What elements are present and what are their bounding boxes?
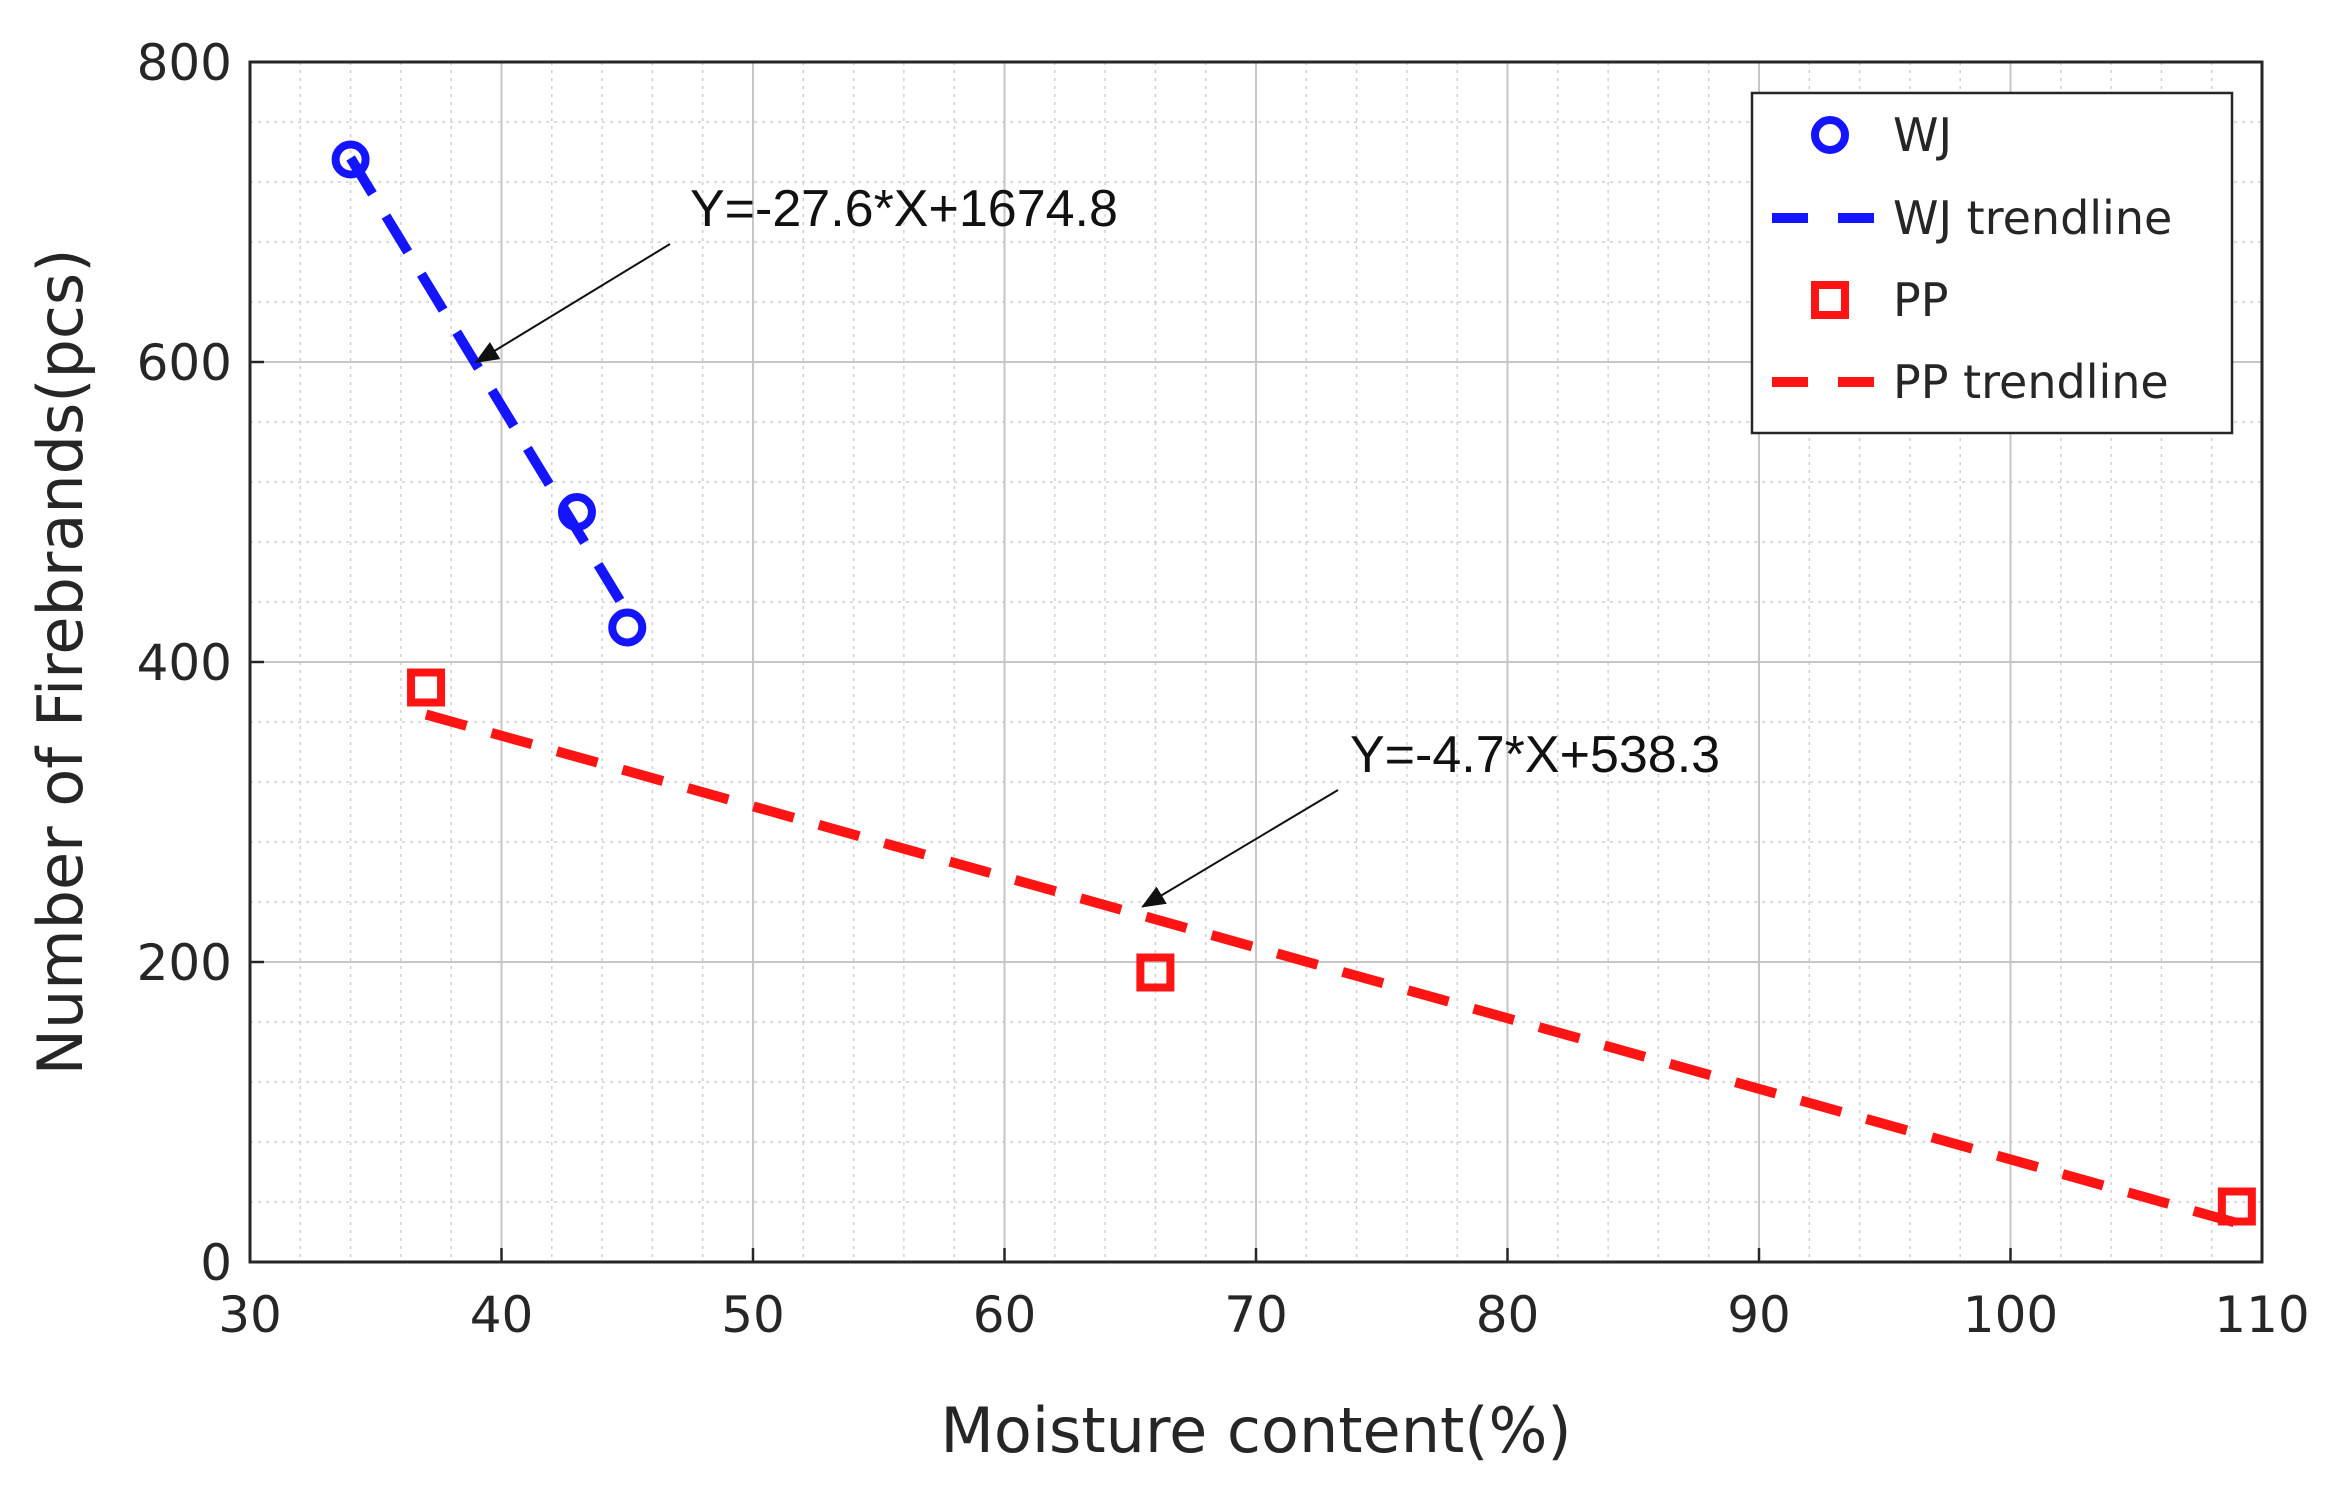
annotation-text: Y=-27.6*X+1674.8 (690, 180, 1118, 238)
x-tick-label: 90 (1727, 1286, 1791, 1344)
annotation-arrow (474, 243, 671, 364)
point-pp (1136, 953, 1175, 992)
legend-marker-wj (1811, 116, 1849, 154)
y-tick-label: 400 (137, 634, 232, 692)
point-wj (331, 140, 370, 179)
trendline-wj (346, 155, 632, 616)
x-tick-label: 80 (1476, 1286, 1540, 1344)
y-axis-ticks: 0 200 400 600 800 (137, 34, 264, 1292)
x-tick-label: 40 (470, 1286, 534, 1344)
y-tick-label: 0 (200, 1234, 232, 1292)
legend-label: WJ trendline (1893, 191, 2172, 245)
series-layer (331, 140, 2256, 1228)
trendline-pp (424, 709, 2239, 1228)
x-tick-label: 70 (1224, 1286, 1288, 1344)
y-tick-label: 200 (137, 934, 232, 992)
point-pp (2217, 1187, 2256, 1226)
x-tick-label: 110 (2214, 1286, 2309, 1344)
x-axis-label: Moisture content(%) (940, 1394, 1571, 1467)
y-tick-label: 800 (137, 34, 232, 92)
point-pp (407, 668, 446, 707)
annotations: Y=-27.6*X+1674.8 Y=-4.7*X+538.3 (474, 180, 1720, 908)
point-wj (608, 608, 647, 647)
legend-label: PP (1893, 273, 1948, 327)
y-axis-label: Number of Firebrands(pcs) (24, 249, 97, 1076)
legend: WJ WJ trendline PP PP trendline (1750, 91, 2234, 435)
point-wj (557, 493, 596, 531)
x-axis-ticks: 30 40 50 60 70 80 90 100 110 (218, 1248, 2310, 1344)
x-tick-label: 30 (218, 1286, 282, 1344)
annotation-text: Y=-4.7*X+538.3 (1350, 726, 1720, 784)
annotation-arrow (1141, 789, 1339, 908)
x-tick-label: 100 (1963, 1286, 2058, 1344)
legend-label: WJ (1893, 108, 1952, 162)
x-tick-label: 60 (973, 1286, 1037, 1344)
legend-marker-pp (1811, 281, 1849, 319)
y-tick-label: 600 (137, 334, 232, 392)
legend-label: PP trendline (1893, 355, 2169, 409)
x-tick-label: 50 (721, 1286, 785, 1344)
